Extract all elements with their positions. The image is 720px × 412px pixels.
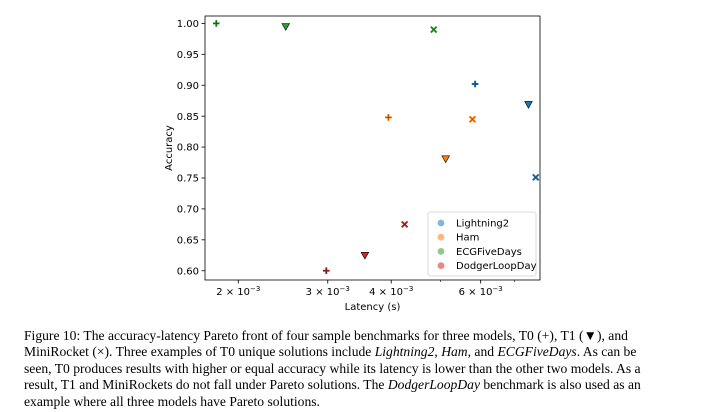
x-tick-label: 6 × 10−3	[459, 285, 503, 298]
plus-marker-edge	[212, 20, 220, 27]
legend-entry: ECGFiveDays	[437, 247, 522, 258]
point-dodgerloopday-minirocket	[400, 220, 409, 228]
x-tick-label: 4 × 10−3	[369, 285, 413, 298]
point-ecgfivedays-t1	[281, 23, 291, 31]
caption-text: benchmark is also used as an	[479, 377, 641, 393]
point-lightning2-t1	[524, 101, 533, 109]
axes: 0.60 0.65 0.70 0.75 0.80 0.85 0.90 0.95 1.00 2 × …	[164, 15, 541, 313]
caption-benchmark-name: Ham	[441, 344, 468, 360]
x-tick-label: 2 × 10−3	[216, 285, 260, 298]
point-lightning2-minirocket	[532, 173, 540, 181]
legend-label: ECGFiveDays	[456, 247, 522, 258]
data-points	[212, 20, 540, 275]
point-dodgerloopday-t0	[322, 267, 330, 275]
x-tick-label: 3 × 10−3	[306, 285, 350, 298]
x-axis-label: Latency (s)	[345, 302, 401, 313]
y-tick-label: 0.75	[177, 174, 199, 185]
legend-swatch	[437, 233, 445, 241]
triangle-down-marker	[360, 251, 370, 260]
caption-line-3: seen, T0 produces results with higher or…	[24, 360, 641, 376]
x-marker-edge	[401, 221, 408, 228]
caption-line-4: result, T1 and MiniRockets do not fall u…	[24, 377, 696, 393]
point-ham-t1	[441, 155, 451, 164]
legend-swatch	[437, 262, 445, 269]
caption-text: MiniRocket (×). Three examples of T0 uni…	[24, 344, 375, 360]
caption-line-1: Figure 10: The accuracy-latency Pareto f…	[24, 328, 628, 343]
plus-marker-edge	[322, 267, 330, 275]
scatter-chart: 0.60 0.65 0.70 0.75 0.80 0.85 0.90 0.95 1.00 2 × …	[164, 15, 541, 313]
legend-swatch	[437, 248, 445, 255]
caption-benchmark-name: ECGFiveDays	[497, 344, 577, 360]
x-marker-edge	[430, 26, 437, 33]
legend-label: Lightning2	[456, 219, 509, 230]
triangle-down-marker	[524, 101, 533, 109]
y-tick-label: 0.90	[177, 81, 199, 92]
caption-line-5: example where all three models have Pare…	[24, 393, 320, 409]
x-marker-edge	[469, 116, 476, 123]
y-tick-label: 0.70	[177, 204, 199, 215]
point-lightning2-t0	[471, 80, 479, 88]
legend-entry: DodgerLoopDay	[437, 261, 537, 272]
triangle-down-marker	[441, 155, 451, 164]
y-tick-label: 0.95	[177, 50, 199, 61]
legend-label: DodgerLoopDay	[456, 261, 537, 272]
plot-frame	[204, 15, 541, 281]
y-tick-label: 0.65	[177, 235, 199, 246]
plus-marker-edge	[471, 80, 479, 88]
legend-swatch	[437, 219, 445, 227]
x-marker-edge	[532, 174, 539, 181]
caption-text: , and	[467, 344, 498, 360]
triangle-down-marker	[281, 23, 291, 31]
caption-benchmark-name: DodgerLoopDay	[387, 377, 480, 393]
legend-entry: Lightning2	[437, 219, 509, 230]
chart-area: 0.60 0.65 0.70 0.75 0.80 0.85 0.90 0.95 1.00 2 × …	[164, 15, 541, 313]
legend-box	[427, 211, 537, 277]
y-tick-label: 0.80	[177, 143, 199, 154]
legend: Lightning2 Ham ECGFiveDays DodgerLoopDay	[427, 211, 537, 277]
point-ham-t0	[385, 114, 392, 121]
caption-text: . As can be	[576, 344, 637, 360]
plus-marker-edge	[385, 114, 392, 121]
legend-entry: Ham	[437, 233, 479, 244]
figure-caption: Figure 10: The accuracy-latency Pareto f…	[24, 328, 696, 410]
point-ecgfivedays-t0	[212, 20, 220, 27]
caption-text: result, T1 and MiniRockets do not fall u…	[24, 377, 388, 393]
y-tick-label: 1.00	[177, 19, 199, 30]
caption-benchmark-name: Lightning2	[374, 344, 435, 360]
point-ham-minirocket	[468, 115, 477, 123]
point-ecgfivedays-minirocket	[430, 25, 438, 34]
legend-label: Ham	[456, 233, 479, 244]
y-axis-label: Accuracy	[164, 125, 175, 171]
caption-text: ,	[434, 344, 442, 360]
y-tick-label: 0.60	[177, 266, 199, 277]
caption-line-2: MiniRocket (×). Three examples of T0 uni…	[24, 344, 696, 360]
y-tick-label: 0.85	[177, 112, 199, 123]
point-dodgerloopday-t1	[360, 251, 370, 260]
